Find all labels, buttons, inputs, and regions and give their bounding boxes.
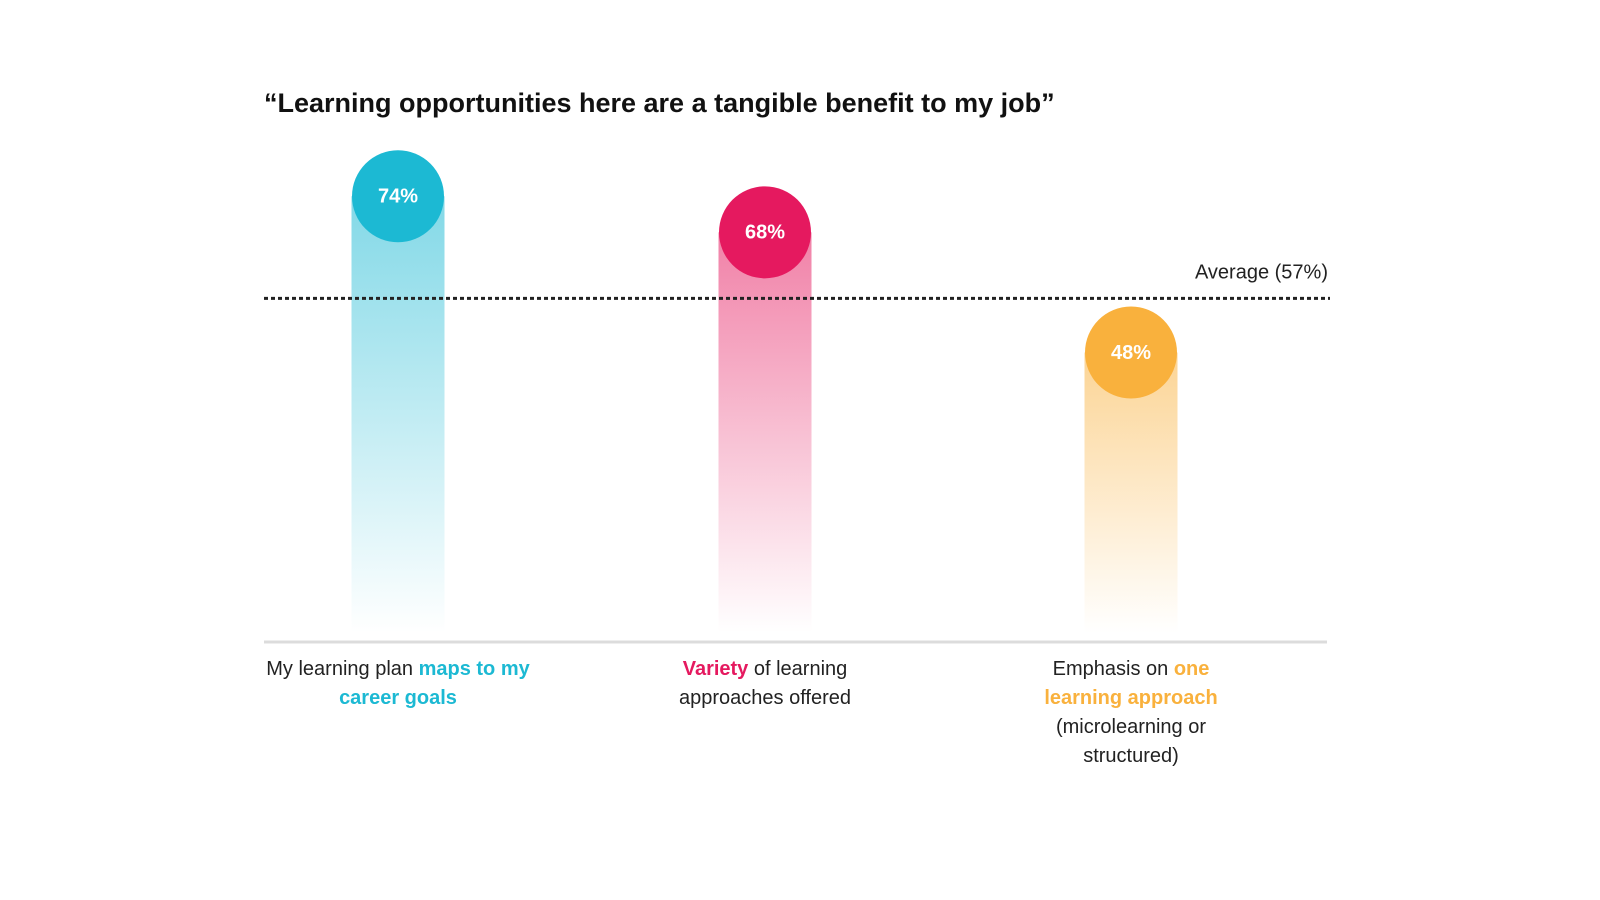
- category-text: of learning approaches offered: [679, 658, 851, 709]
- value-marker: [719, 186, 811, 279]
- category-text: one learning approach: [1044, 658, 1218, 709]
- value-label: 74%: [378, 186, 418, 208]
- category-text: maps to my career goals: [339, 658, 530, 709]
- value-marker: [352, 150, 444, 243]
- value-label: 68%: [745, 222, 785, 244]
- category-text: (microlearning or structured): [1055, 716, 1207, 767]
- chart-title: “Learning opportunities here are a tangi…: [264, 88, 1055, 118]
- x-tick-label: Variety of learning approaches offered: [660, 655, 870, 713]
- value-marker: [1085, 306, 1177, 399]
- category-text: Emphasis on: [1052, 658, 1169, 680]
- average-label: Average (57%): [1195, 262, 1328, 284]
- category-text: My learning plan: [266, 658, 414, 680]
- x-tick-label: My learning plan maps to my career goals: [263, 655, 533, 713]
- category-text: Variety: [682, 658, 749, 680]
- x-tick-label: Emphasis on one learning approach (micro…: [1031, 655, 1231, 771]
- value-label: 48%: [1111, 342, 1151, 364]
- bar: [351, 196, 445, 633]
- bar: [1084, 352, 1178, 633]
- bar: [718, 232, 812, 633]
